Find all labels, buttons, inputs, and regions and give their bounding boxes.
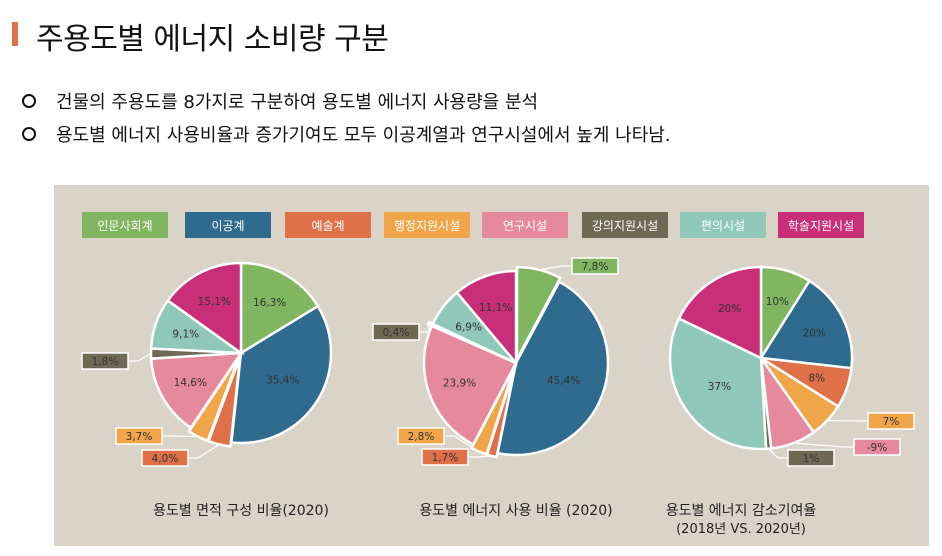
data-label: 3,7% [126,431,153,443]
legend-label: 편의시설 [701,219,745,233]
title-accent-bar [12,22,18,46]
pie-slice-1-1 [239,261,320,356]
pie-slice-1-4 [187,355,241,443]
leader-line [444,435,480,453]
data-label: 10% [766,296,789,308]
circle-bullet-icon [22,94,36,108]
data-label: 1% [803,453,820,465]
data-label: 15,1% [198,296,231,308]
legend-swatch [285,212,371,238]
leader-line [162,435,199,438]
legend-item-1: 인문사회계 [82,212,168,238]
legend-item-6: 강의지원시설 [582,212,668,238]
callout-box [397,427,445,445]
callout-box [81,352,129,370]
callout-box [571,257,619,275]
legend-swatch [185,212,271,238]
data-label: 20% [718,303,741,315]
pie-slice-3-7 [668,316,768,451]
data-label: 9,1% [172,329,199,341]
callout-box [115,427,163,445]
legend-item-5: 연구시설 [482,212,568,238]
legend-swatch [482,212,568,238]
data-label: 35,4% [266,375,299,387]
callout-box [372,323,420,341]
pie-slice-3-2 [758,279,854,370]
data-label: 1,7% [432,452,459,464]
data-label: 7,8% [582,261,609,273]
callout-box [421,448,469,466]
data-label: 16,3% [253,297,286,309]
pie-slice-1-8 [166,261,243,356]
chart-panel: 인문사회계 이공계 예술계 행정지원시설 연구시설 강의지원시설 편의시설 학술지원시설 16,… [54,185,929,546]
callout-box [141,449,189,467]
leader-line [768,448,788,459]
pie-slice-2-1 [515,265,562,360]
legend-label: 학술지원시설 [788,219,854,233]
data-label: 2,8% [408,431,435,443]
data-label: 7% [883,416,900,428]
chart-subtitle-3: (2018년 VS. 2020년) [676,522,806,537]
leader-line [539,265,572,271]
data-label: 4,0% [152,453,179,465]
circle-bullet-icon [22,127,36,141]
legend-swatch [582,212,668,238]
legend-swatch [384,212,470,238]
pie-slice-2-5 [422,324,518,447]
data-label: 37% [708,381,731,393]
chart-title-2: 용도별 에너지 사용 비율 (2020) [419,503,612,519]
page-title: 주용도별 에너지 소비량 구분 [36,22,389,57]
legend-label: 연구시설 [503,219,547,233]
legend-label: 행정지원시설 [394,218,460,233]
data-label: 0,4% [383,327,410,339]
legend-item-4: 행정지원시설 [384,212,470,238]
legend-item-2: 이공계 [185,212,271,238]
bullet-item-1: 건물의 주용도를 8가지로 구분하여 용도별 에너지 사용량을 분석 [22,88,538,114]
pie-slice-2-8 [455,269,518,367]
pie-chart-3: 10% 20% 8% 7% -9% 1% 37% 20% [668,265,915,467]
callout-box [853,438,901,456]
legend-item-8: 학술지원시설 [778,212,864,238]
legend-label: 강의지원시설 [592,219,658,233]
data-label: 11,1% [479,302,512,314]
legend-label: 인문사회계 [97,219,152,233]
bullet-text-1: 건물의 주용도를 8가지로 구분하여 용도별 에너지 사용량을 분석 [56,92,539,113]
pie-charts: 인문사회계 이공계 예술계 행정지원시설 연구시설 강의지원시설 편의시설 학술지원시설 16,… [81,212,915,537]
legend-swatch [82,212,168,238]
legend-item-7: 편의시설 [680,212,766,238]
pie-slice-2-2 [496,280,610,457]
legend-item-3: 예술계 [285,212,371,238]
leader-line [188,443,220,459]
data-label: 23,9% [443,378,476,390]
data-label: 45,4% [547,375,580,387]
data-label: -9% [867,442,887,454]
data-label: 8% [808,373,825,385]
data-label: 1,8% [92,356,119,368]
bullet-text-2: 용도별 에너지 사용비율과 증가기여도 모두 이공계열과 연구시설에서 높게 나… [56,125,671,146]
pie-slice-1-2 [230,304,333,445]
legend-label: 예술계 [311,219,344,233]
pie-slice-1-5 [149,351,244,430]
data-label: 20% [803,327,826,339]
pie-chart-1: 16,3% 35,4% 4,0% 3,7% 14,6% 1,8% 9,1% 15,1% [81,261,333,467]
chart-title-3: 용도별 에너지 감소기여율 [666,503,817,519]
legend-swatch [778,212,864,238]
data-label: 14,6% [174,377,207,389]
data-label: 6,9% [455,321,482,333]
pie-chart-2: 7,8% 45,4% 1,7% 2,8% 23,9% 0,4% 6,9% 11,1% [372,257,619,466]
pie-slice-3-8 [677,265,763,360]
callout-box [787,449,835,467]
legend-swatch [680,212,766,238]
leader-line [793,442,854,448]
leader-line [419,323,430,333]
bullet-item-2: 용도별 에너지 사용비율과 증가기여도 모두 이공계열과 연구시설에서 높게 나… [22,121,671,147]
legend-label: 이공계 [211,219,244,233]
leader-line [128,353,152,362]
leader-line [468,455,492,458]
chart-title-1: 용도별 면적 구성 비율(2020) [153,503,329,519]
callout-box [867,412,915,430]
